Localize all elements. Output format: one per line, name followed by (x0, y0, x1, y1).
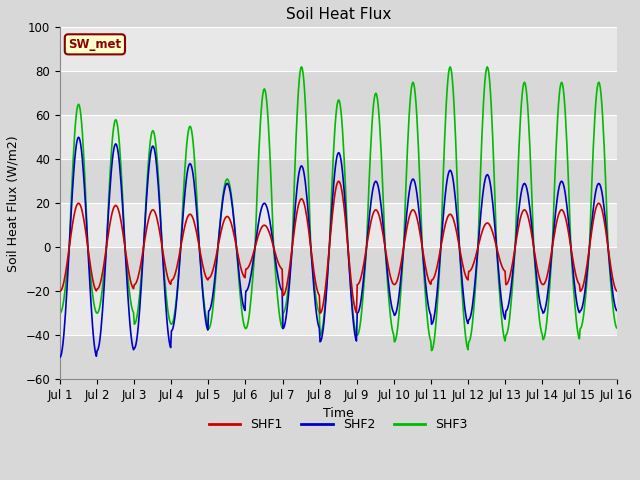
SHF3 (298, 64, 305, 70)
Bar (60, 203, 616, 247)
SHF3 (180, 184, 188, 190)
Legend: SHF1, SHF2, SHF3: SHF1, SHF2, SHF3 (204, 413, 472, 436)
SHF3 (428, 348, 435, 353)
SHF1 (408, 208, 415, 214)
SHF2 (56, 354, 64, 360)
Line: SHF3: SHF3 (60, 67, 616, 350)
Bar (60, 115, 616, 159)
Bar (60, 159, 616, 203)
SHF1 (316, 310, 324, 316)
SHF1 (612, 288, 620, 294)
SHF1 (335, 179, 342, 184)
SHF2 (423, 292, 431, 298)
Bar (60, 71, 616, 115)
SHF3 (209, 302, 217, 308)
Bar (60, 247, 616, 291)
Bar (60, 27, 616, 71)
SHF1 (56, 288, 64, 294)
SHF1 (66, 239, 74, 244)
Title: Soil Heat Flux: Soil Heat Flux (285, 7, 391, 22)
SHF1 (124, 260, 131, 266)
SHF2 (407, 181, 415, 187)
Line: SHF1: SHF1 (60, 181, 616, 313)
SHF2 (75, 134, 83, 140)
SHF2 (612, 308, 620, 313)
SHF3 (56, 310, 64, 316)
SHF1 (424, 274, 431, 280)
X-axis label: Time: Time (323, 408, 354, 420)
Line: SHF2: SHF2 (60, 137, 616, 357)
SHF1 (209, 266, 217, 272)
SHF1 (180, 228, 188, 234)
SHF2 (180, 193, 188, 199)
SHF2 (66, 230, 74, 236)
Text: SW_met: SW_met (68, 38, 122, 51)
SHF3 (423, 311, 431, 317)
SHF3 (66, 226, 74, 231)
SHF3 (612, 325, 620, 331)
Bar (60, 335, 616, 379)
SHF3 (407, 92, 415, 98)
SHF2 (124, 296, 132, 302)
Bar (60, 291, 616, 335)
SHF2 (210, 283, 218, 289)
SHF3 (124, 270, 131, 276)
Y-axis label: Soil Heat Flux (W/m2): Soil Heat Flux (W/m2) (7, 135, 20, 272)
